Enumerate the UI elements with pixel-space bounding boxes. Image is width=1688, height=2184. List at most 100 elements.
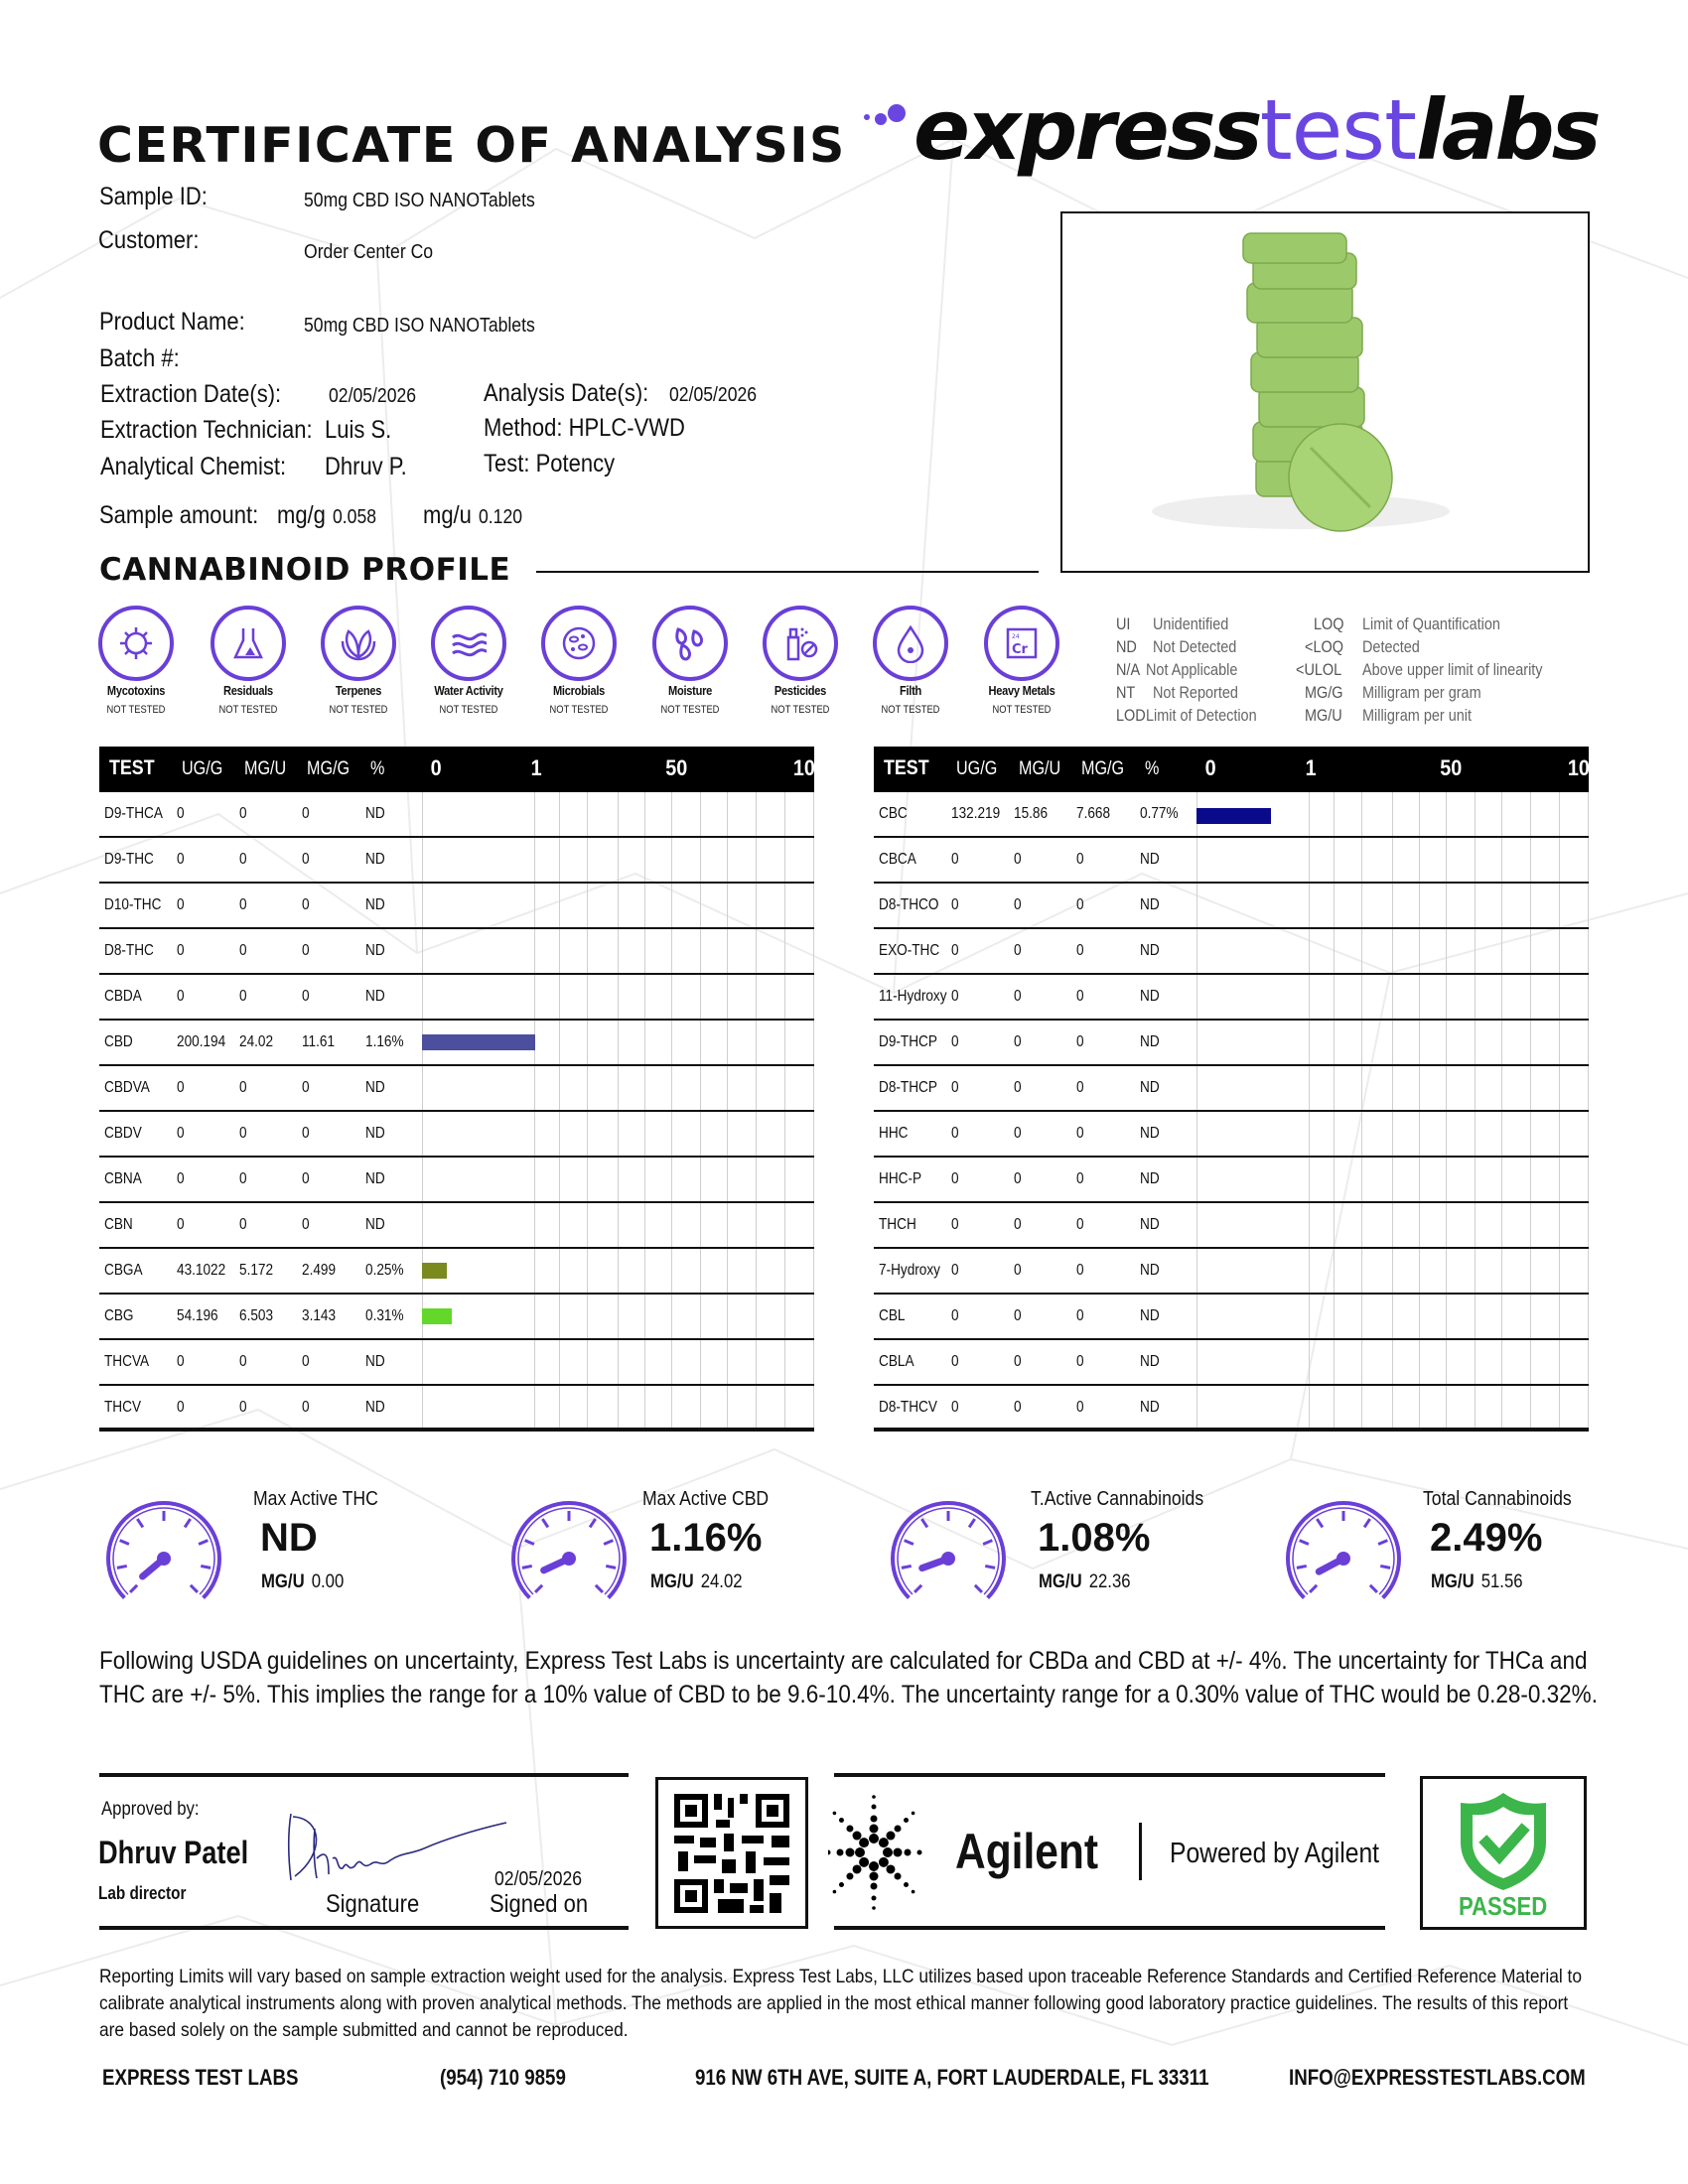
summary-mgu-label: MG/U bbox=[1039, 1571, 1082, 1592]
cell-mgu: 0 bbox=[239, 805, 247, 822]
cell-pct: ND bbox=[1140, 942, 1160, 959]
gauge-icon bbox=[106, 1501, 221, 1600]
table-row: THCH 0 0 0 ND bbox=[874, 1203, 1589, 1249]
passed-label: PASSED bbox=[1459, 1891, 1548, 1921]
mgg-value: 0.058 bbox=[333, 506, 377, 528]
scale-tick-label: 1 bbox=[1305, 755, 1317, 780]
summary-mgu-value: 22.36 bbox=[1088, 1571, 1131, 1592]
summary-mgu: MG/U 22.36 bbox=[1039, 1571, 1131, 1593]
legend-text: Limit of Quantification bbox=[1362, 614, 1500, 633]
logo-labs: labs bbox=[1416, 81, 1602, 179]
cell-mgg: 0 bbox=[1076, 1216, 1084, 1233]
test-name: Water Activity bbox=[434, 683, 503, 698]
product-name-value: 50mg CBD ISO NANOTablets bbox=[304, 315, 535, 337]
cell-mgu: 0 bbox=[239, 1216, 247, 1233]
cell-mgu: 0 bbox=[1014, 1216, 1022, 1233]
test-name: Pesticides bbox=[774, 683, 827, 698]
cell-mgg: 0 bbox=[302, 1399, 310, 1416]
cell-test: CBN bbox=[104, 1216, 133, 1233]
grid-line bbox=[1334, 792, 1335, 1432]
column-header: MG/G bbox=[1081, 758, 1125, 779]
table-row: THCVA 0 0 0 ND bbox=[99, 1340, 814, 1386]
grid-line bbox=[1361, 792, 1362, 1432]
cell-mgu: 6.503 bbox=[239, 1307, 274, 1324]
cell-ugg: 0 bbox=[951, 896, 959, 913]
result-bar bbox=[422, 1308, 453, 1324]
divider bbox=[99, 1926, 629, 1930]
passed-badge: PASSED bbox=[1420, 1776, 1587, 1930]
legend-abbr: N/A bbox=[1116, 660, 1141, 679]
method-value: Method: HPLC-VWD bbox=[484, 414, 685, 442]
cell-test: D9-THCP bbox=[879, 1033, 937, 1050]
cell-mgu: 0 bbox=[1014, 896, 1022, 913]
test-name: Microbials bbox=[552, 683, 606, 698]
table-row: HHC 0 0 0 ND bbox=[874, 1112, 1589, 1158]
cell-pct: ND bbox=[1140, 1399, 1160, 1416]
summary-value: ND bbox=[260, 1516, 318, 1560]
summary-mgu: MG/U 24.02 bbox=[650, 1571, 743, 1593]
svg-text:24: 24 bbox=[1012, 633, 1020, 640]
table-row: D8-THCO 0 0 0 ND bbox=[874, 884, 1589, 929]
cell-mgu: 0 bbox=[239, 1125, 247, 1142]
test-name: Moisture bbox=[667, 683, 713, 698]
spray-icon bbox=[786, 627, 818, 661]
cell-ugg: 0 bbox=[177, 896, 185, 913]
summary-value: 1.16% bbox=[649, 1516, 763, 1560]
cell-ugg: 0 bbox=[177, 1216, 185, 1233]
signature-label: Signature bbox=[326, 1890, 420, 1918]
cell-mgg: 0 bbox=[1076, 1125, 1084, 1142]
chemist-value: Dhruv P. bbox=[325, 453, 407, 480]
cell-pct: ND bbox=[365, 1079, 385, 1096]
mgg-label: mg/g bbox=[277, 501, 326, 529]
footer-phone[interactable]: (954) 710 9859 bbox=[440, 2065, 566, 2090]
cell-test: THCVA bbox=[104, 1353, 150, 1370]
customer-label: Customer: bbox=[98, 226, 200, 254]
cell-pct: ND bbox=[365, 942, 385, 959]
table-row: D9-THCP 0 0 0 ND bbox=[874, 1021, 1589, 1066]
cell-mgg: 0 bbox=[1076, 1262, 1084, 1279]
legend-text: Milligram per unit bbox=[1362, 706, 1473, 725]
grid-line bbox=[1559, 792, 1560, 1432]
grid-line bbox=[644, 792, 645, 1432]
sample-id-value: 50mg CBD ISO NANOTablets bbox=[304, 190, 535, 211]
cell-mgu: 0 bbox=[1014, 851, 1022, 868]
grid-line bbox=[618, 792, 619, 1432]
section-divider bbox=[536, 571, 1039, 573]
cell-test: D9-THC bbox=[104, 851, 154, 868]
summary-title: T.Active Cannabinoids bbox=[1031, 1488, 1204, 1510]
cell-mgu: 0 bbox=[1014, 1262, 1022, 1279]
test-status: NOT TESTED bbox=[106, 704, 166, 716]
cell-mgg: 0 bbox=[1076, 988, 1084, 1005]
waves-icon bbox=[452, 632, 488, 657]
footer-email[interactable]: INFO@EXPRESSTESTLABS.COM bbox=[1289, 2065, 1586, 2090]
agilent-divider bbox=[1139, 1823, 1142, 1880]
cell-mgu: 0 bbox=[1014, 1170, 1022, 1187]
qr-code[interactable] bbox=[655, 1777, 808, 1929]
cell-pct: ND bbox=[1140, 1307, 1160, 1324]
cell-test: CBDA bbox=[104, 988, 142, 1005]
footer-company: EXPRESS TEST LABS bbox=[102, 2065, 299, 2090]
test-badge-mycotoxins bbox=[98, 606, 174, 681]
cell-test: D8-THC bbox=[104, 942, 154, 959]
uncertainty-statement: Following USDA guidelines on uncertainty… bbox=[99, 1647, 1598, 1708]
table-row: CBDV 0 0 0 ND bbox=[99, 1112, 814, 1158]
cell-ugg: 0 bbox=[951, 1307, 959, 1324]
legend-abbr: ND bbox=[1116, 637, 1137, 656]
cell-mgu: 0 bbox=[1014, 1033, 1022, 1050]
cell-mgg: 0 bbox=[1076, 942, 1084, 959]
cell-ugg: 0 bbox=[177, 1170, 185, 1187]
summary-mgu: MG/U 51.56 bbox=[1431, 1571, 1523, 1593]
cell-test: D9-THCA bbox=[104, 805, 163, 822]
cell-mgg: 11.61 bbox=[302, 1033, 336, 1050]
scale-tick-label: 0 bbox=[1204, 755, 1216, 780]
gauge-icon bbox=[1286, 1501, 1401, 1600]
scale-tick-label: 0 bbox=[430, 755, 442, 780]
legend-text: Detected bbox=[1362, 637, 1420, 656]
leaf-icon bbox=[341, 629, 376, 661]
cell-mgu: 0 bbox=[1014, 942, 1022, 959]
cell-ugg: 0 bbox=[177, 805, 185, 822]
column-header: % bbox=[1145, 758, 1160, 779]
table-row: CBGA 43.1022 5.172 2.499 0.25% bbox=[99, 1249, 814, 1295]
cell-mgu: 5.172 bbox=[239, 1262, 274, 1279]
mgu-value: 0.120 bbox=[479, 506, 523, 528]
